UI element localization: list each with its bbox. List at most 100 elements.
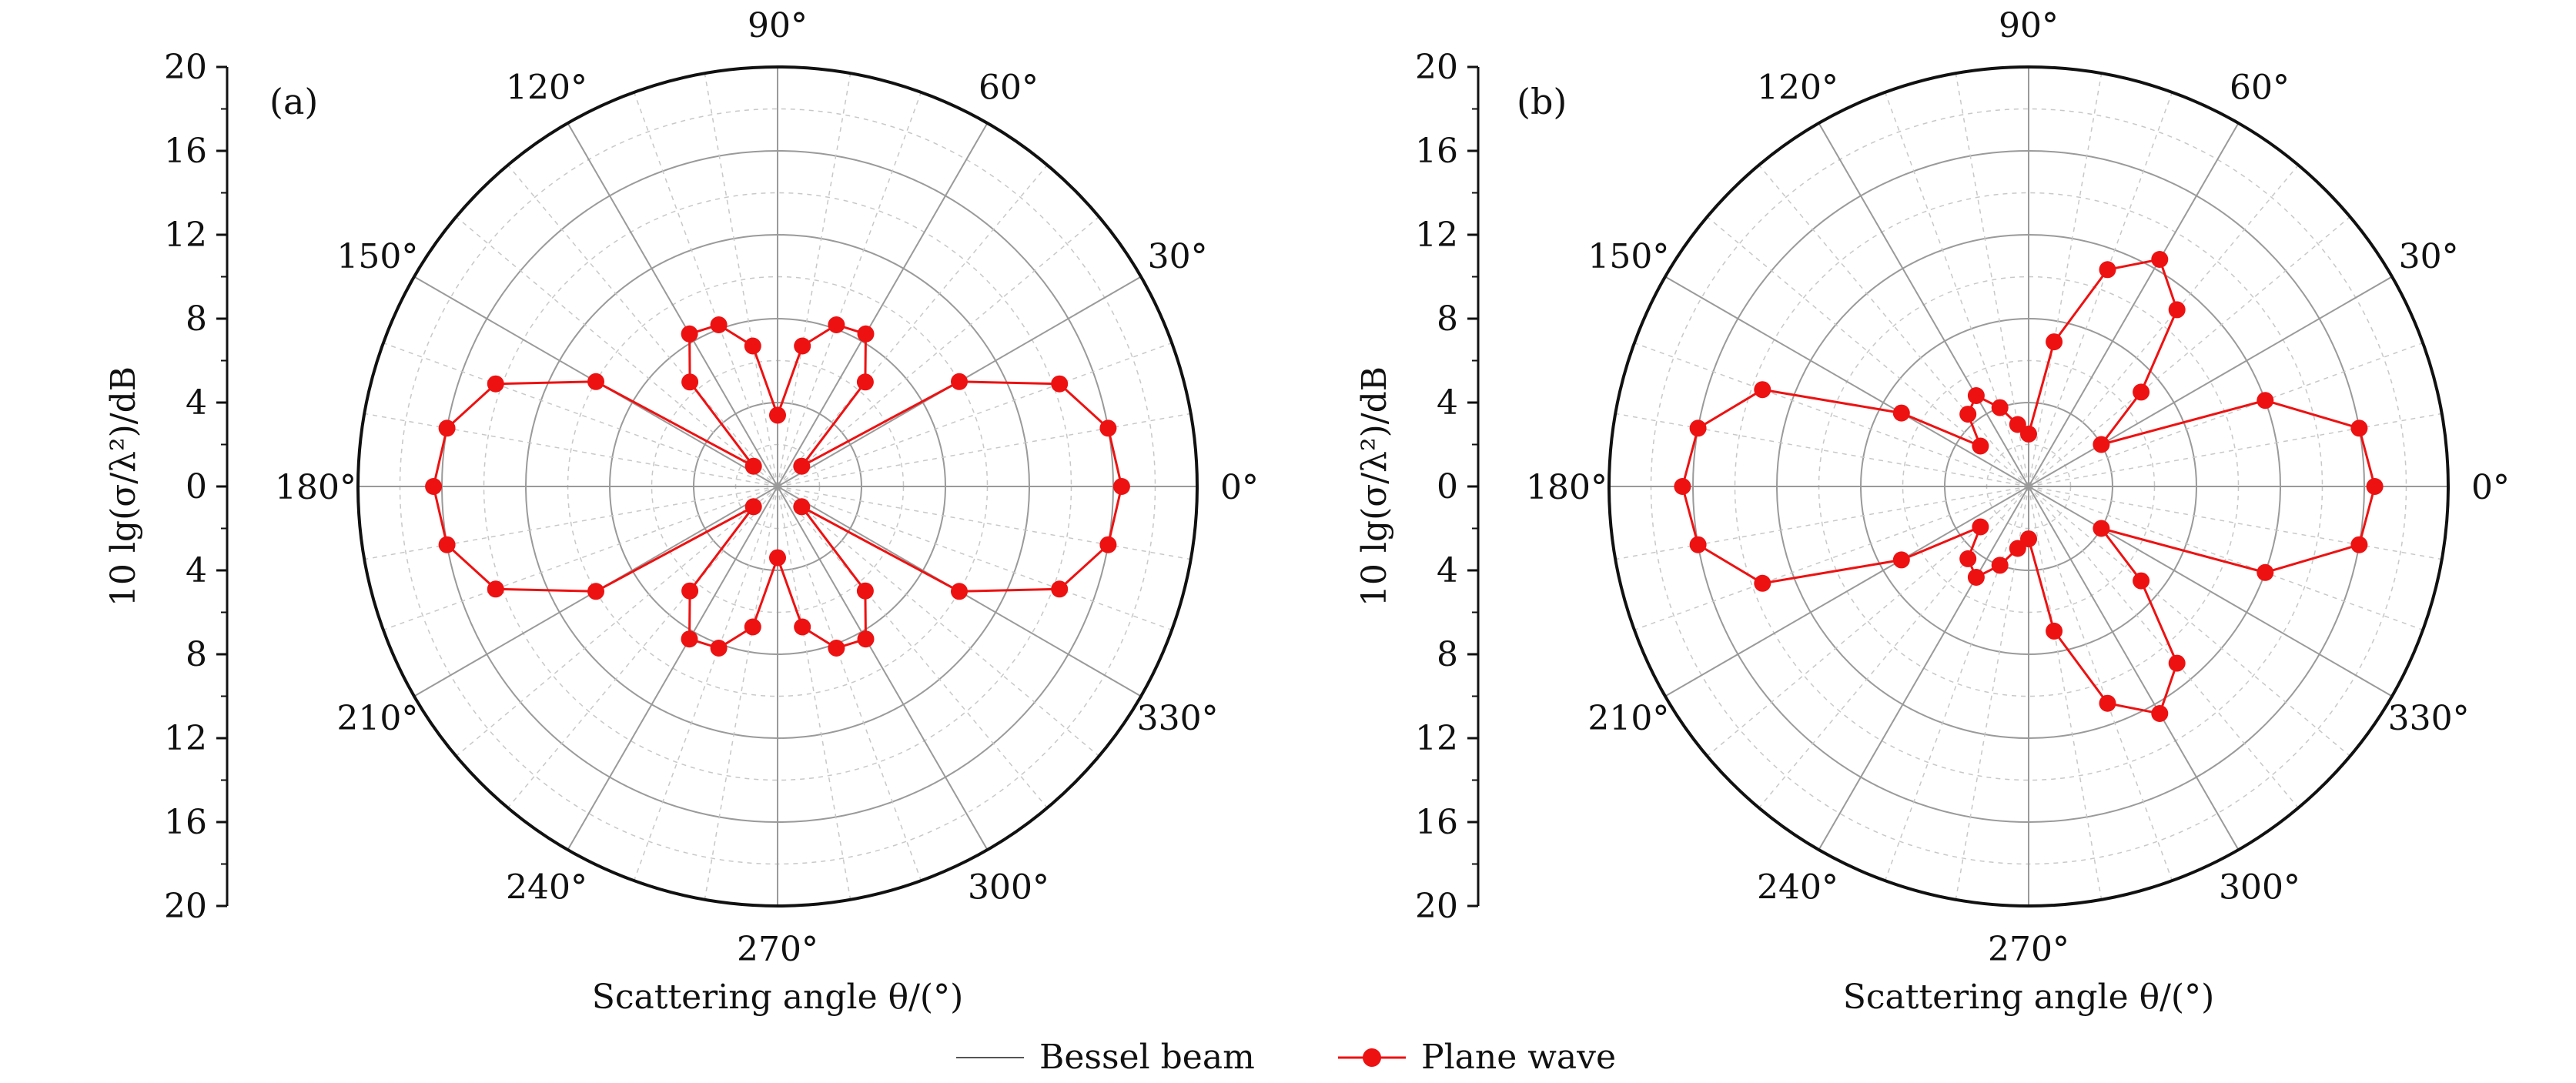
- data-point-plane-wave: [1892, 551, 1910, 569]
- data-point-plane-wave: [744, 457, 762, 475]
- radial-tick-label: 12: [164, 216, 207, 255]
- angle-label: 330°: [2388, 699, 2470, 738]
- angle-label: 210°: [1587, 699, 1669, 738]
- angle-label: 30°: [2399, 237, 2459, 276]
- data-point-plane-wave: [2093, 520, 2110, 537]
- grid-spoke-minor: [777, 486, 1099, 757]
- radial-tick-label: 16: [1415, 132, 1458, 171]
- data-point-plane-wave: [681, 373, 699, 391]
- data-point-plane-wave: [744, 498, 762, 516]
- data-point-plane-wave: [1991, 399, 2009, 416]
- data-point-plane-wave: [2099, 694, 2116, 712]
- data-point-plane-wave: [2257, 563, 2274, 581]
- panel-label: (a): [269, 81, 318, 122]
- angle-label: 300°: [968, 868, 1049, 908]
- data-point-plane-wave: [1099, 419, 1117, 437]
- grid-spoke-minor: [777, 165, 1048, 487]
- data-point-plane-wave: [710, 640, 728, 657]
- radial-tick-label: 8: [186, 635, 207, 674]
- outer-ring: [1607, 65, 2450, 908]
- data-point-plane-wave: [1051, 580, 1069, 598]
- data-point-plane-wave: [951, 373, 968, 390]
- data-point-plane-wave: [2020, 530, 2037, 548]
- data-point-plane-wave: [2168, 654, 2186, 672]
- legend-plane-marker: [1363, 1048, 1381, 1067]
- grid-spoke-minor: [2028, 165, 2299, 487]
- radial-tick-label: 20: [164, 48, 207, 87]
- grid-spoke-minor: [456, 216, 778, 487]
- angle-label: 90°: [748, 6, 808, 45]
- data-point-plane-wave: [1892, 404, 1910, 422]
- data-point-plane-wave: [1689, 419, 1707, 437]
- data-point-plane-wave: [2093, 436, 2110, 453]
- radial-tick-label: 8: [186, 299, 207, 339]
- radial-tick-label: 8: [1437, 635, 1458, 674]
- y-axis-title: 10 lg(σ/λ²)/dB: [104, 366, 143, 607]
- data-point-plane-wave: [438, 419, 456, 437]
- data-point-plane-wave: [2099, 261, 2116, 279]
- grid-spoke-major: [777, 486, 989, 851]
- angle-label: 60°: [2230, 68, 2290, 107]
- radial-tick-label: 16: [164, 132, 207, 171]
- polar-chart-a: 0° 30° 60° 90° 120° 150° 180° 210° 240° 270° 300° 3…: [104, 6, 1259, 1017]
- data-point-plane-wave: [1959, 406, 1977, 423]
- x-axis-title: Scattering angle θ/(°): [1843, 978, 2215, 1017]
- angle-label: 60°: [979, 68, 1039, 107]
- angle-label: 120°: [1757, 68, 1838, 107]
- legend-bessel-label: Bessel beam: [1039, 1038, 1255, 1077]
- data-point-plane-wave: [951, 583, 968, 600]
- radial-tick-label: 16: [1415, 803, 1458, 842]
- angle-label: 210°: [336, 699, 418, 738]
- data-point-plane-wave: [1754, 381, 1771, 399]
- grid-spoke-major: [1818, 486, 2029, 851]
- grid-spoke-minor: [2028, 486, 2350, 757]
- data-point-plane-wave: [1112, 478, 1130, 495]
- grid-spoke-minor: [777, 216, 1099, 487]
- radial-tick-label: 4: [186, 383, 207, 423]
- grid-spoke-major: [567, 122, 778, 487]
- grid-spoke-major: [2028, 486, 2393, 697]
- radial-tick-label: 12: [164, 719, 207, 758]
- grid-spoke-minor: [777, 486, 1048, 808]
- angle-label: 240°: [1757, 868, 1838, 908]
- data-point-plane-wave: [744, 618, 761, 636]
- data-point-plane-wave: [828, 640, 845, 657]
- radial-tick-label: 20: [1415, 887, 1458, 926]
- data-point-plane-wave: [1972, 518, 1989, 536]
- grid-spoke-minor: [2028, 486, 2299, 808]
- data-point-plane-wave: [2350, 536, 2368, 553]
- angle-label: 270°: [1988, 930, 2069, 969]
- grid-spoke-major: [2028, 122, 2240, 487]
- data-point-plane-wave: [2009, 540, 2026, 557]
- data-point-plane-wave: [487, 375, 504, 393]
- angle-label: 330°: [1137, 699, 1219, 738]
- angle-label: 300°: [2219, 868, 2300, 908]
- data-point-plane-wave: [2133, 383, 2150, 401]
- radial-tick-label: 4: [1437, 383, 1458, 423]
- radial-tick-label: 16: [164, 803, 207, 842]
- angle-label: 0°: [1220, 468, 1259, 507]
- data-point-plane-wave: [1967, 569, 1985, 586]
- legend-plane-label: Plane wave: [1421, 1038, 1616, 1077]
- data-point-plane-wave: [681, 630, 698, 648]
- data-point-plane-wave: [1674, 478, 1691, 495]
- angle-label: 240°: [506, 868, 587, 908]
- angle-label: 180°: [1526, 468, 1607, 507]
- grid-spoke-minor: [507, 486, 778, 808]
- data-point-plane-wave: [2168, 301, 2186, 319]
- data-point-plane-wave: [828, 316, 845, 333]
- data-point-plane-wave: [794, 337, 811, 355]
- panel-label: (b): [1517, 81, 1567, 122]
- data-point-plane-wave: [1754, 574, 1771, 592]
- angle-label: 30°: [1148, 237, 1208, 276]
- grid-spoke-major: [1664, 276, 2029, 487]
- radial-tick-label: 20: [1415, 48, 1458, 87]
- data-point-plane-wave: [1967, 387, 1985, 404]
- x-axis-title: Scattering angle θ/(°): [592, 978, 964, 1017]
- data-point-plane-wave: [793, 457, 811, 475]
- legend: Bessel beam Plane wave: [956, 1038, 1616, 1077]
- data-point-plane-wave: [710, 316, 728, 333]
- radial-tick-label: 12: [1415, 216, 1458, 255]
- data-point-plane-wave: [2151, 705, 2169, 722]
